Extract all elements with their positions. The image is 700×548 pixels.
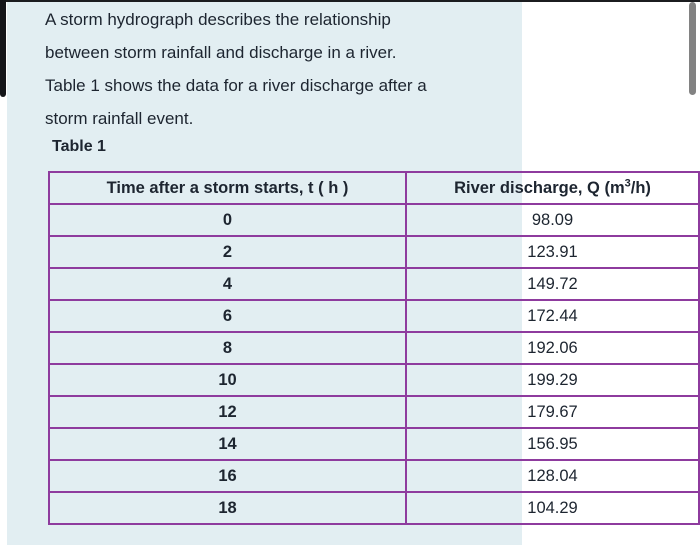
discharge-cell: 156.95 (405, 427, 700, 461)
table-row: 10 199.29 (48, 363, 700, 397)
discharge-unit-superscript: 3 (624, 177, 631, 189)
discharge-cell: 128.04 (405, 459, 700, 493)
table-row: 4 149.72 (48, 267, 700, 301)
table-row: 16 128.04 (48, 459, 700, 493)
paragraph-line: between storm rainfall and discharge in … (45, 43, 397, 62)
table-row: 18 104.29 (48, 491, 700, 525)
time-cell: 6 (48, 299, 407, 333)
discharge-unit-prefix: River discharge, Q (m (454, 178, 625, 197)
table-row: 12 179.67 (48, 395, 700, 429)
discharge-cell: 104.29 (405, 491, 700, 525)
time-cell: 2 (48, 235, 407, 269)
window-top-edge (0, 0, 700, 2)
time-cell: 12 (48, 395, 407, 429)
discharge-unit-suffix: /h) (630, 178, 651, 197)
paragraph-line: storm rainfall event. (45, 109, 194, 128)
discharge-cell: 179.67 (405, 395, 700, 429)
paragraph-line: A storm hydrograph describes the relatio… (45, 10, 391, 29)
scrollbar-thumb[interactable] (689, 2, 696, 95)
discharge-cell: 172.44 (405, 299, 700, 333)
header-discharge-column: River discharge, Q (m3/h) (405, 171, 700, 205)
time-cell: 4 (48, 267, 407, 301)
time-cell: 18 (48, 491, 407, 525)
left-edge-bar (0, 0, 6, 97)
discharge-cell: 98.09 (405, 203, 700, 237)
discharge-cell: 199.29 (405, 363, 700, 397)
table-row: 2 123.91 (48, 235, 700, 269)
header-time-column: Time after a storm starts, t ( h ) (48, 171, 407, 205)
discharge-cell: 149.72 (405, 267, 700, 301)
time-cell: 8 (48, 331, 407, 365)
paragraph-line: Table 1 shows the data for a river disch… (45, 76, 427, 95)
table-row: 14 156.95 (48, 427, 700, 461)
table-row: 6 172.44 (48, 299, 700, 333)
table-header-row: Time after a storm starts, t ( h ) River… (48, 171, 700, 205)
intro-paragraph: A storm hydrograph describes the relatio… (45, 3, 427, 135)
data-table: Time after a storm starts, t ( h ) River… (48, 171, 700, 525)
table-row: 8 192.06 (48, 331, 700, 365)
discharge-cell: 192.06 (405, 331, 700, 365)
time-cell: 10 (48, 363, 407, 397)
discharge-cell: 123.91 (405, 235, 700, 269)
time-cell: 16 (48, 459, 407, 493)
time-cell: 0 (48, 203, 407, 237)
time-cell: 14 (48, 427, 407, 461)
table-caption: Table 1 (52, 138, 106, 155)
table-row: 0 98.09 (48, 203, 700, 237)
